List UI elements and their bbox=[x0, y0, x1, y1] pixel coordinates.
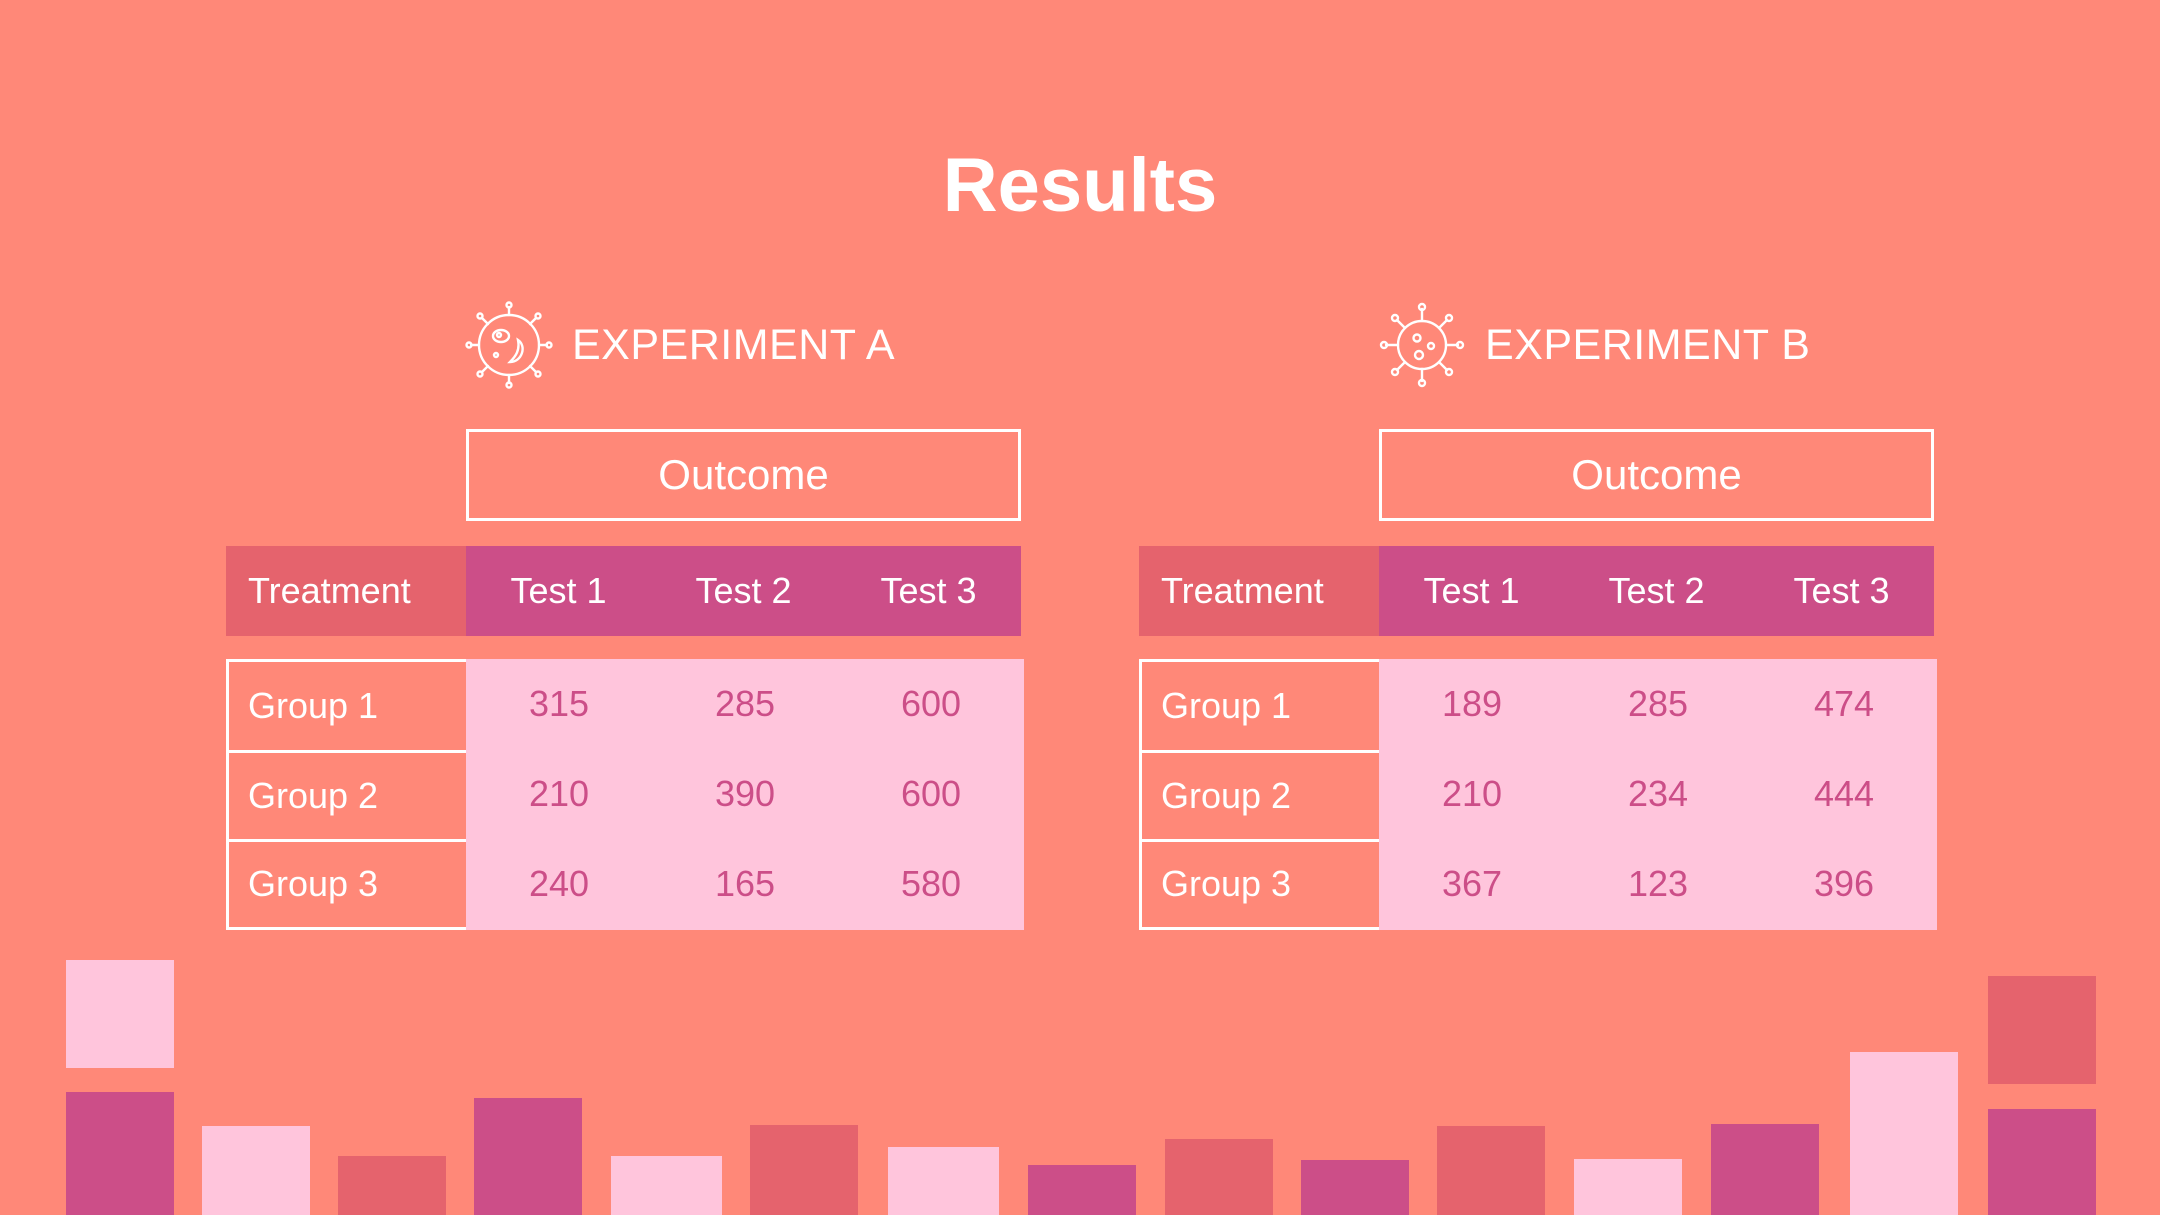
decorative-block bbox=[1437, 1126, 1545, 1215]
decorative-block bbox=[1988, 976, 2096, 1084]
decorative-block bbox=[338, 1156, 446, 1215]
value-area bbox=[466, 659, 1024, 930]
table-row: 240 165 580 bbox=[466, 839, 1024, 929]
experiment-b-outcome-header: Outcome bbox=[1379, 429, 1934, 521]
group-label: Group 2 bbox=[1142, 750, 1379, 838]
decorative-block bbox=[1988, 1109, 2096, 1215]
page-title: Results bbox=[942, 143, 1218, 228]
table-cell: 165 bbox=[714, 863, 776, 904]
decorative-block bbox=[1301, 1160, 1409, 1215]
table-cell: 315 bbox=[528, 683, 590, 724]
column-header-treatment: Treatment bbox=[226, 546, 466, 636]
experiment-a-heading: EXPERIMENT A bbox=[464, 300, 895, 390]
table-row: 315 285 600 bbox=[466, 659, 1024, 749]
table-cell: 210 bbox=[528, 773, 590, 814]
table-cell: 210 bbox=[1441, 773, 1503, 814]
table-cell: 123 bbox=[1627, 863, 1689, 904]
table-cell: 285 bbox=[1627, 683, 1689, 724]
group-label: Group 3 bbox=[229, 838, 466, 927]
column-header-test-1: Test 1 bbox=[466, 546, 651, 636]
group-labels: Group 1 Group 2 Group 3 bbox=[226, 659, 466, 930]
experiment-a-title: EXPERIMENT A bbox=[572, 320, 896, 369]
group-label: Group 1 bbox=[248, 685, 379, 727]
group-label: Group 1 bbox=[1161, 685, 1292, 727]
table-cell: 444 bbox=[1813, 773, 1875, 814]
column-header-test-2: Test 2 bbox=[651, 546, 836, 636]
decorative-block bbox=[66, 960, 174, 1068]
column-header-test-3: Test 3 bbox=[836, 546, 1021, 636]
decorative-block bbox=[1850, 1052, 1958, 1215]
table-row: 210 234 444 bbox=[1379, 749, 1937, 839]
table-cell: 390 bbox=[714, 773, 776, 814]
decorative-block bbox=[1028, 1165, 1136, 1215]
decorative-block bbox=[750, 1125, 858, 1215]
table-cell: 240 bbox=[528, 863, 590, 904]
experiment-b-heading: EXPERIMENT B bbox=[1377, 300, 1810, 390]
table-cell: 189 bbox=[1441, 683, 1503, 724]
experiment-a-table-body: Group 1 Group 2 Group 3 315 285 600 210 … bbox=[226, 659, 1024, 930]
table-row: 210 390 600 bbox=[466, 749, 1024, 839]
experiment-a-header-row: Treatment Test 1 Test 2 Test 3 bbox=[226, 546, 1021, 636]
column-header-test-2: Test 2 bbox=[1564, 546, 1749, 636]
table-cell: 367 bbox=[1441, 863, 1503, 904]
decorative-block bbox=[202, 1126, 310, 1215]
value-area bbox=[1379, 659, 1937, 930]
table-row: 189 285 474 bbox=[1379, 659, 1937, 749]
experiment-b-table-body: Group 1 Group 2 Group 3 189 285 474 210 … bbox=[1139, 659, 1937, 930]
experiment-a-outcome-header: Outcome bbox=[466, 429, 1021, 521]
bacteria-icon bbox=[465, 301, 553, 389]
table-cell: 580 bbox=[900, 863, 962, 904]
column-header-treatment: Treatment bbox=[1139, 546, 1379, 636]
column-header-test-3: Test 3 bbox=[1749, 546, 1934, 636]
column-header-test-1: Test 1 bbox=[1379, 546, 1564, 636]
experiment-b-header-row: Treatment Test 1 Test 2 Test 3 bbox=[1139, 546, 1934, 636]
group-label: Group 3 bbox=[1142, 838, 1379, 927]
virus-icon bbox=[1379, 302, 1465, 388]
table-cell: 474 bbox=[1813, 683, 1875, 724]
table-cell: 396 bbox=[1813, 863, 1875, 904]
group-labels: Group 1 Group 2 Group 3 bbox=[1139, 659, 1379, 930]
table-cell: 285 bbox=[714, 683, 776, 724]
decorative-block bbox=[1165, 1139, 1273, 1215]
experiment-b-title: EXPERIMENT B bbox=[1485, 320, 1811, 369]
group-label: Group 2 bbox=[229, 750, 466, 838]
decorative-block bbox=[474, 1098, 582, 1215]
decorative-block bbox=[611, 1156, 722, 1215]
table-cell: 600 bbox=[900, 773, 962, 814]
table-cell: 234 bbox=[1627, 773, 1689, 814]
decorative-block bbox=[888, 1147, 999, 1215]
table-cell: 600 bbox=[900, 683, 962, 724]
decorative-block bbox=[1711, 1124, 1819, 1215]
table-row: 367 123 396 bbox=[1379, 839, 1937, 929]
decorative-block bbox=[66, 1092, 174, 1215]
decorative-block bbox=[1574, 1159, 1682, 1215]
